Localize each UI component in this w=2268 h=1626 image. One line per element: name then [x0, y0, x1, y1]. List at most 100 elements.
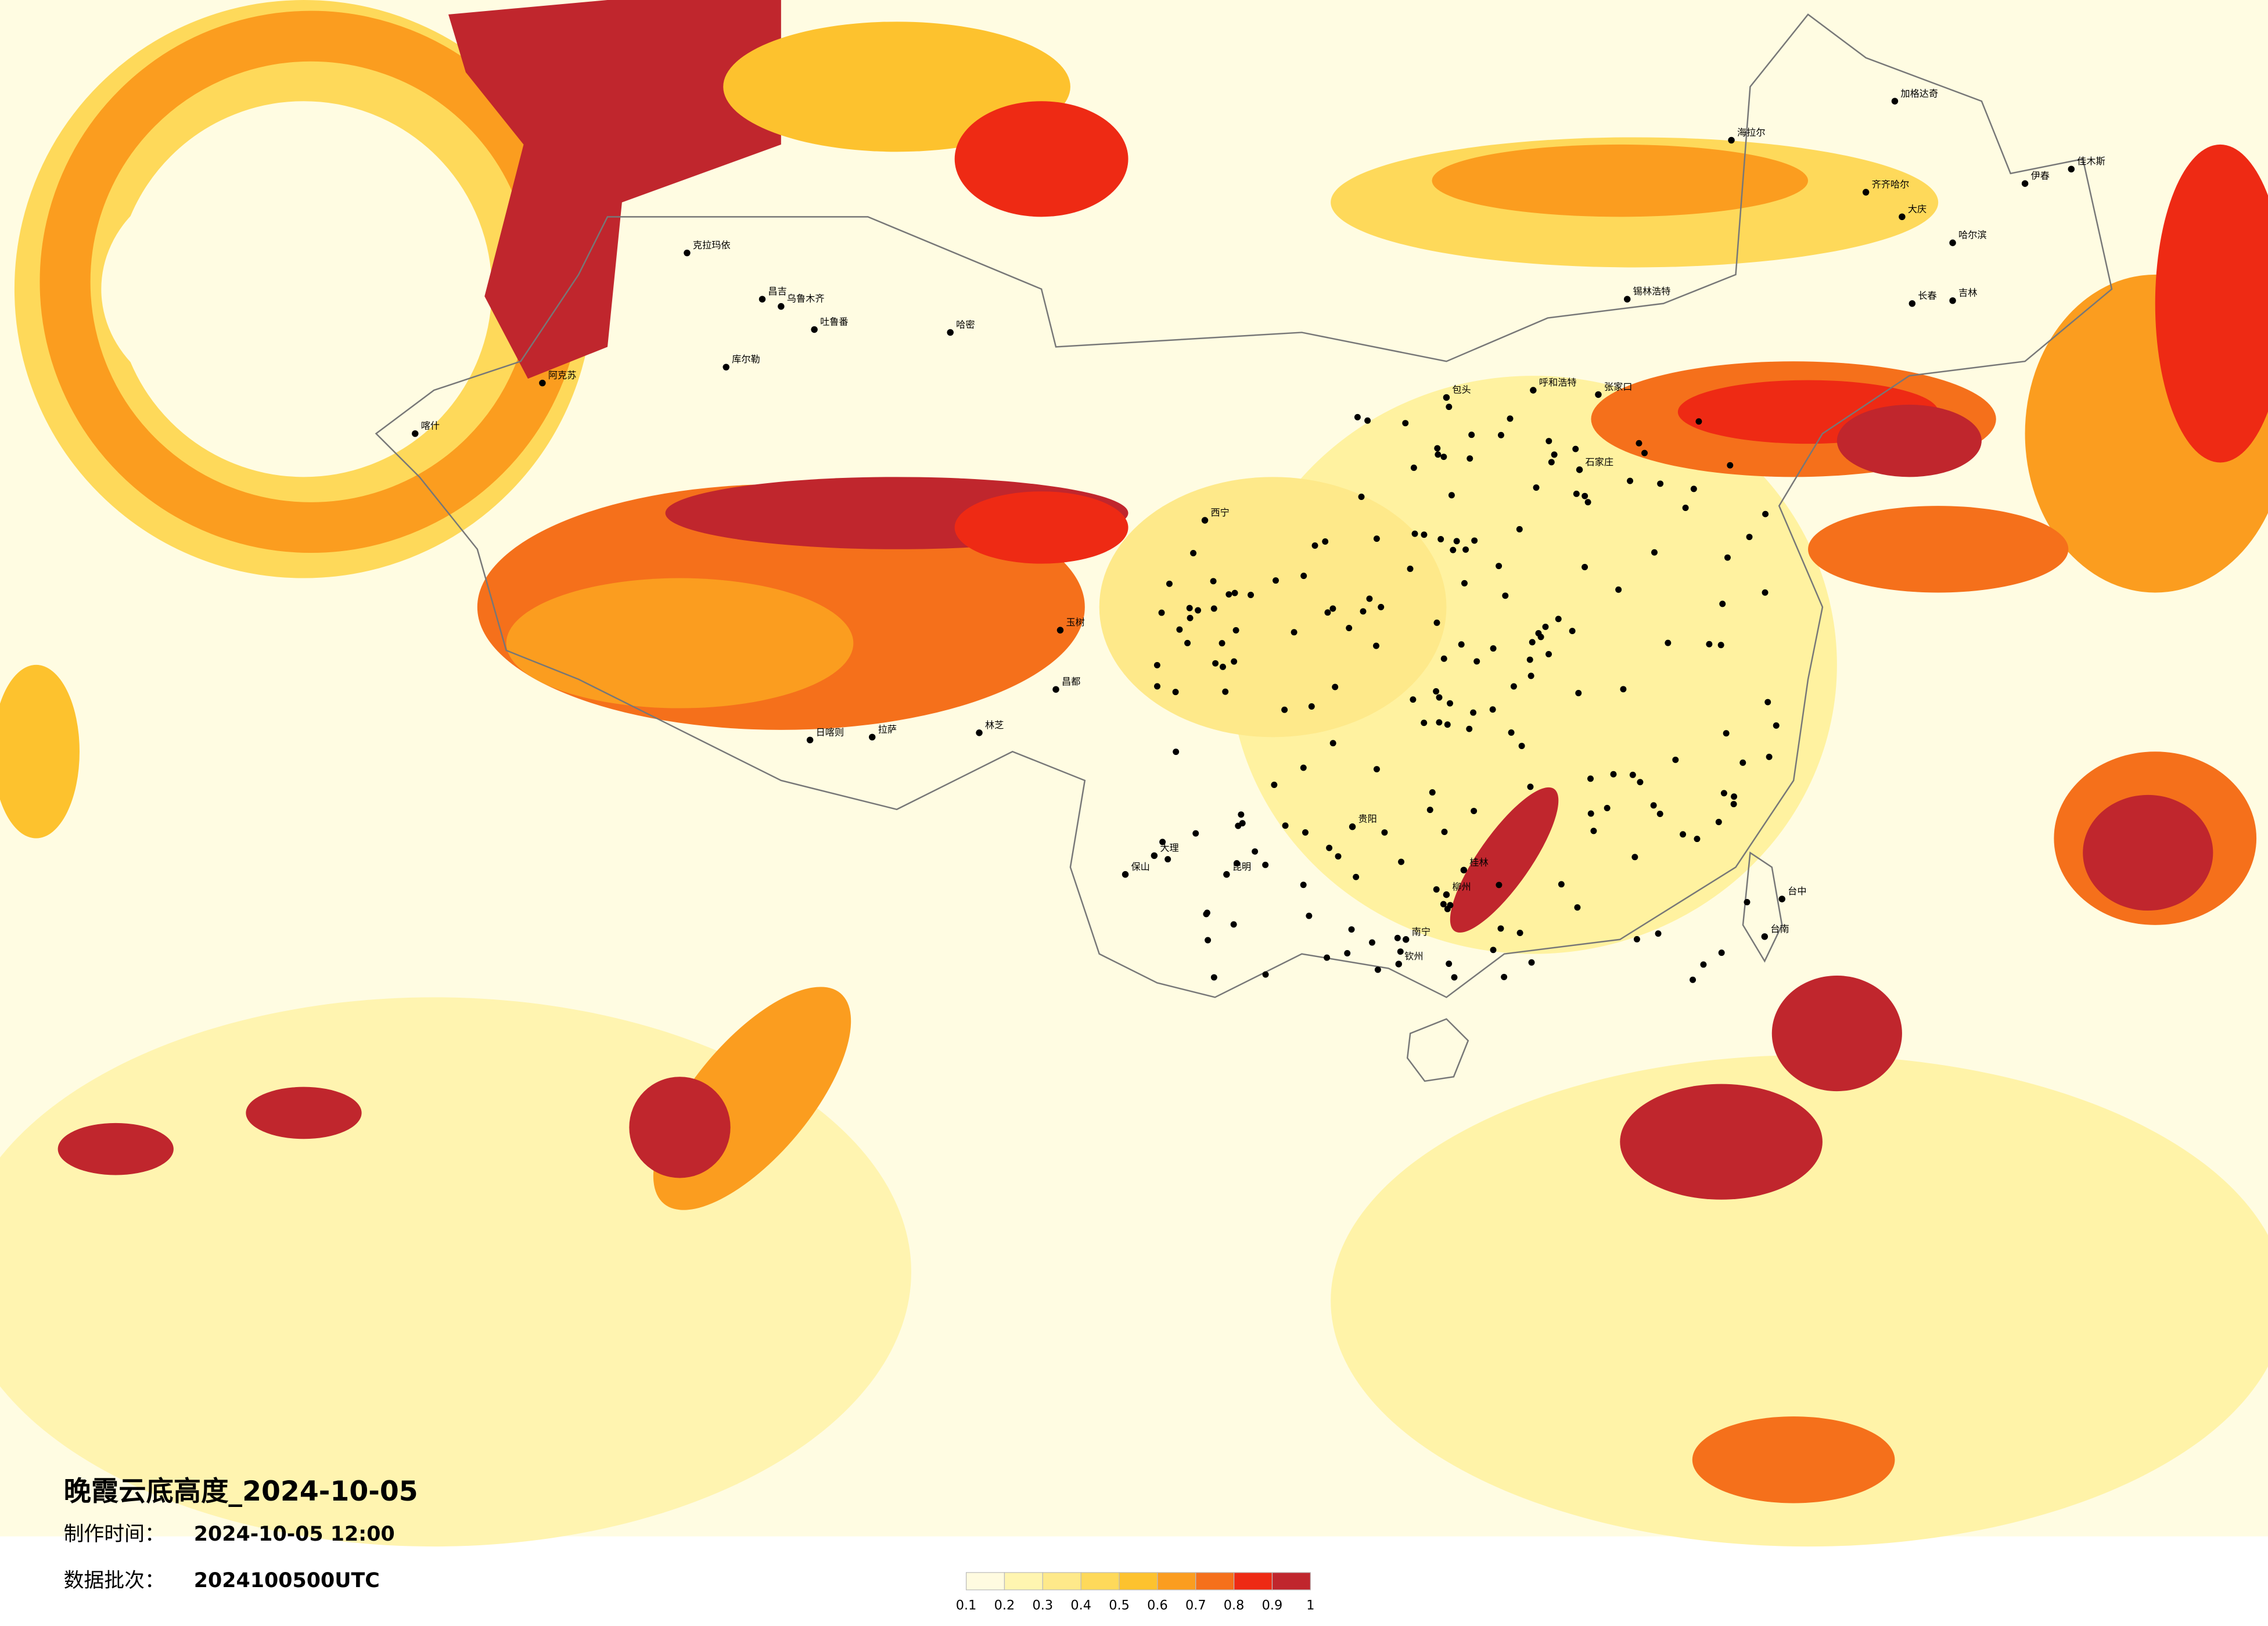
station-dot	[1548, 459, 1555, 466]
station-dot	[1322, 538, 1329, 545]
station-dot	[1324, 609, 1331, 616]
station-dot	[1574, 904, 1581, 911]
station-dot	[1458, 641, 1465, 648]
station-dot	[1186, 605, 1193, 611]
station-dot	[1446, 404, 1453, 411]
station-dot	[1694, 836, 1701, 843]
legend-swatch	[1119, 1572, 1158, 1591]
legend-swatch	[1271, 1572, 1311, 1591]
station-dot	[1192, 830, 1199, 837]
station-dot	[1172, 689, 1179, 696]
station-dot	[1159, 839, 1166, 846]
city-label: 拉萨	[878, 724, 897, 735]
station-dot	[1212, 660, 1219, 667]
station-dot	[1332, 684, 1339, 690]
station-dot	[1435, 451, 1442, 458]
station-dot	[1558, 881, 1565, 888]
city-label: 阿克苏	[548, 370, 577, 381]
city-dot	[1443, 394, 1450, 401]
station-dot	[1718, 949, 1725, 956]
city-dot	[1576, 466, 1583, 473]
station-dot	[1473, 658, 1480, 665]
station-dot	[1516, 526, 1523, 533]
station-dot	[1366, 595, 1373, 602]
station-dot	[1184, 639, 1191, 646]
border-taiwan	[1742, 851, 1783, 963]
city-label: 伊春	[2031, 170, 2050, 181]
city-label: 石家庄	[1586, 456, 1614, 467]
legend-tick-label: 0.2	[994, 1598, 1015, 1613]
station-dot	[1627, 477, 1634, 484]
city-dot	[539, 379, 546, 387]
city-label: 台中	[1788, 886, 1806, 897]
station-dot	[1682, 505, 1689, 511]
legend-swatch	[1004, 1572, 1043, 1591]
city-dot	[1151, 852, 1158, 859]
station-dot	[1528, 959, 1535, 966]
station-dot	[1489, 706, 1496, 713]
legend-tick-label: 0.3	[1033, 1598, 1054, 1613]
city-dots	[412, 98, 2075, 983]
city-label: 贵阳	[1358, 814, 1377, 825]
station-dot	[1665, 639, 1672, 646]
legend-swatch	[1042, 1572, 1081, 1591]
station-dot	[1421, 720, 1428, 726]
station-dot	[1440, 901, 1447, 908]
station-dot	[1373, 642, 1379, 649]
station-dot	[1651, 549, 1658, 556]
legend-swatch	[965, 1572, 1005, 1591]
station-dot	[1230, 921, 1237, 928]
station-dot	[1154, 683, 1160, 690]
station-dot	[1731, 793, 1738, 800]
city-label: 林芝	[985, 720, 1004, 731]
station-dot	[1195, 607, 1202, 614]
station-dot	[1262, 971, 1269, 978]
made-value: 2024-10-05 12:00	[194, 1523, 395, 1546]
border-hainan	[1406, 1018, 1469, 1082]
station-dot	[1433, 688, 1440, 695]
station-dot	[1723, 730, 1730, 737]
station-dot	[1650, 802, 1657, 809]
station-dot	[1766, 753, 1773, 760]
city-dot	[1201, 517, 1209, 524]
city-dot	[1949, 297, 1956, 304]
station-dot	[1239, 820, 1246, 827]
station-dot	[1510, 683, 1517, 690]
station-dot	[1308, 703, 1315, 710]
station-dot	[1633, 936, 1640, 942]
station-dot	[1497, 925, 1504, 932]
station-dot	[1252, 848, 1259, 855]
station-dot	[1527, 783, 1534, 790]
city-dot	[1402, 936, 1410, 943]
station-dot	[1573, 490, 1580, 497]
city-label: 齐齐哈尔	[1872, 179, 1910, 190]
legend: 0.1 0.2 0.3 0.4 0.5 0.6 0.7 0.8 0.9 1	[956, 1572, 1314, 1613]
city-label: 西宁	[1210, 507, 1229, 518]
legend-tick-label: 0.7	[1185, 1598, 1206, 1613]
station-dot	[1516, 929, 1523, 936]
station-dot	[1719, 600, 1726, 607]
station-dot	[1232, 627, 1239, 634]
station-dot	[1655, 930, 1662, 937]
station-dot	[1447, 700, 1453, 707]
station-dot	[1587, 810, 1594, 817]
station-dot	[1205, 937, 1212, 944]
city-dot	[1761, 933, 1769, 940]
city-label: 大理	[1160, 842, 1178, 853]
city-label: 克拉玛依	[693, 240, 731, 251]
city-label: 日喀则	[816, 726, 844, 738]
station-dot	[1575, 690, 1582, 696]
legend-tick-label: 0.8	[1224, 1598, 1245, 1613]
city-label: 长春	[1918, 290, 1936, 301]
station-dot	[1436, 694, 1443, 701]
station-dot	[1518, 743, 1525, 750]
city-dot	[778, 303, 785, 310]
station-dot	[1587, 775, 1594, 782]
station-dot	[1173, 749, 1180, 756]
station-dot	[1369, 939, 1375, 946]
station-dot	[1373, 535, 1380, 542]
station-dot	[1690, 485, 1697, 492]
station-dot	[1471, 808, 1478, 815]
legend-swatch	[1157, 1572, 1196, 1591]
city-label: 南宁	[1412, 926, 1430, 937]
